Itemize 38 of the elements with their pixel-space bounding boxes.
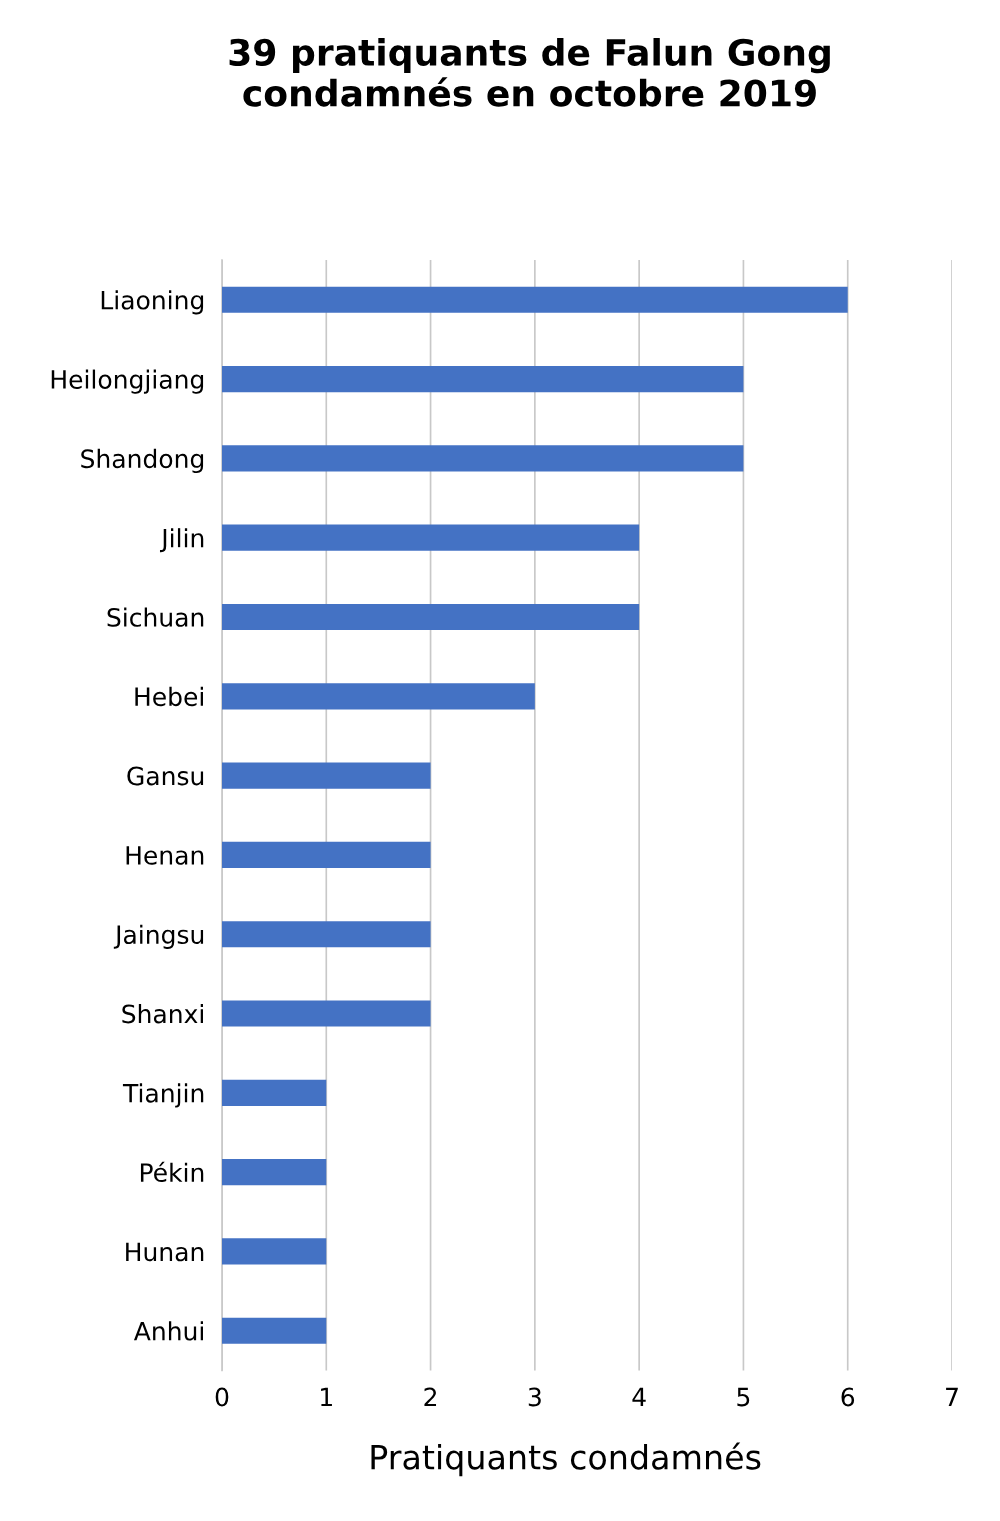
bar [222,762,431,789]
bar [222,445,744,472]
bar [222,683,535,710]
x-tick-label: 4 [632,1387,646,1407]
bar [222,921,431,948]
x-tick-label: 3 [528,1387,541,1407]
y-tick-label: Gansu [127,766,204,786]
x-tick-label: 5 [737,1387,750,1407]
x-tick-label: 0 [215,1387,229,1407]
x-tick-label: 6 [841,1387,855,1407]
bar [222,1000,431,1027]
y-tick-label: Anhui [133,1321,203,1341]
bar [222,365,744,393]
y-tick-label: Henan [126,846,204,865]
bar [222,1079,327,1106]
y-tick-label: Hunan [126,1242,204,1262]
bar [222,286,848,313]
y-tick-label: Jilin [159,528,204,553]
bar [222,603,640,631]
y-tick-label: Liaoning [101,290,204,315]
x-tick-label: 1 [321,1387,332,1407]
y-tick-label: Sichuan [107,607,204,627]
y-tick-label: Hebei [135,686,203,707]
y-tick-label: Shanxi [122,1004,203,1024]
x-tick-label: 7 [946,1387,958,1407]
bar [222,1238,327,1265]
bar [222,524,640,551]
y-tick-label: Pékin [140,1161,204,1182]
y-tick-label: Jaingsu [113,924,204,949]
bar [222,1159,327,1186]
x-tick-label: 2 [424,1387,437,1407]
y-tick-label: Heilongjiang [51,369,204,394]
bar [222,1317,327,1344]
y-tick-label: Tianjin [122,1083,204,1108]
y-tick-label: Shandong [81,448,204,474]
x-axis-title: Pratiquants condamnés [371,1442,761,1477]
bar [222,841,431,868]
chart-title: 39 pratiquants de Falun Gong condamnés en octobre 2019 [229,38,830,107]
